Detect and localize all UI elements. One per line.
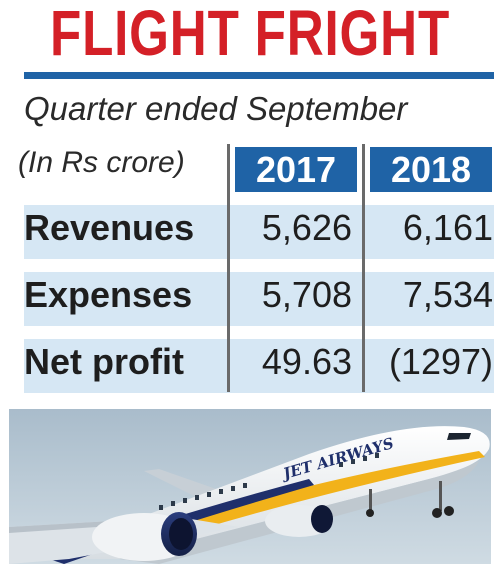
column-header-2018: 2018: [370, 147, 492, 192]
cell-revenues-2017: 5,626: [261, 207, 352, 248]
title-underline: [24, 72, 494, 79]
airplane-illustration: JET AIRWAYS: [9, 409, 491, 564]
column-divider: [362, 144, 365, 392]
cell-net-profit-2017: 49.63: [261, 341, 352, 382]
table-subtitle: Quarter ended September: [24, 90, 408, 127]
row-label-net-profit: Net profit: [24, 341, 184, 382]
cell-expenses-2018: 7,534: [402, 274, 493, 315]
row-background-net-profit: [24, 339, 494, 393]
cell-net-profit-2018: (1297): [388, 341, 493, 382]
page-title: FLIGHT FRIGHT: [50, 0, 451, 69]
cell-expenses-2017: 5,708: [261, 274, 352, 315]
unit-label: (In Rs crore): [18, 146, 185, 179]
row-label-expenses: Expenses: [24, 274, 193, 315]
row-label-revenues: Revenues: [24, 207, 195, 248]
column-divider: [227, 144, 230, 392]
aircraft-photo: JET AIRWAYS: [9, 409, 491, 564]
row-background-expenses: [24, 272, 494, 326]
column-header-2017: 2017: [235, 147, 357, 192]
row-background-revenues: [24, 205, 494, 259]
cell-revenues-2018: 6,161: [402, 207, 493, 248]
